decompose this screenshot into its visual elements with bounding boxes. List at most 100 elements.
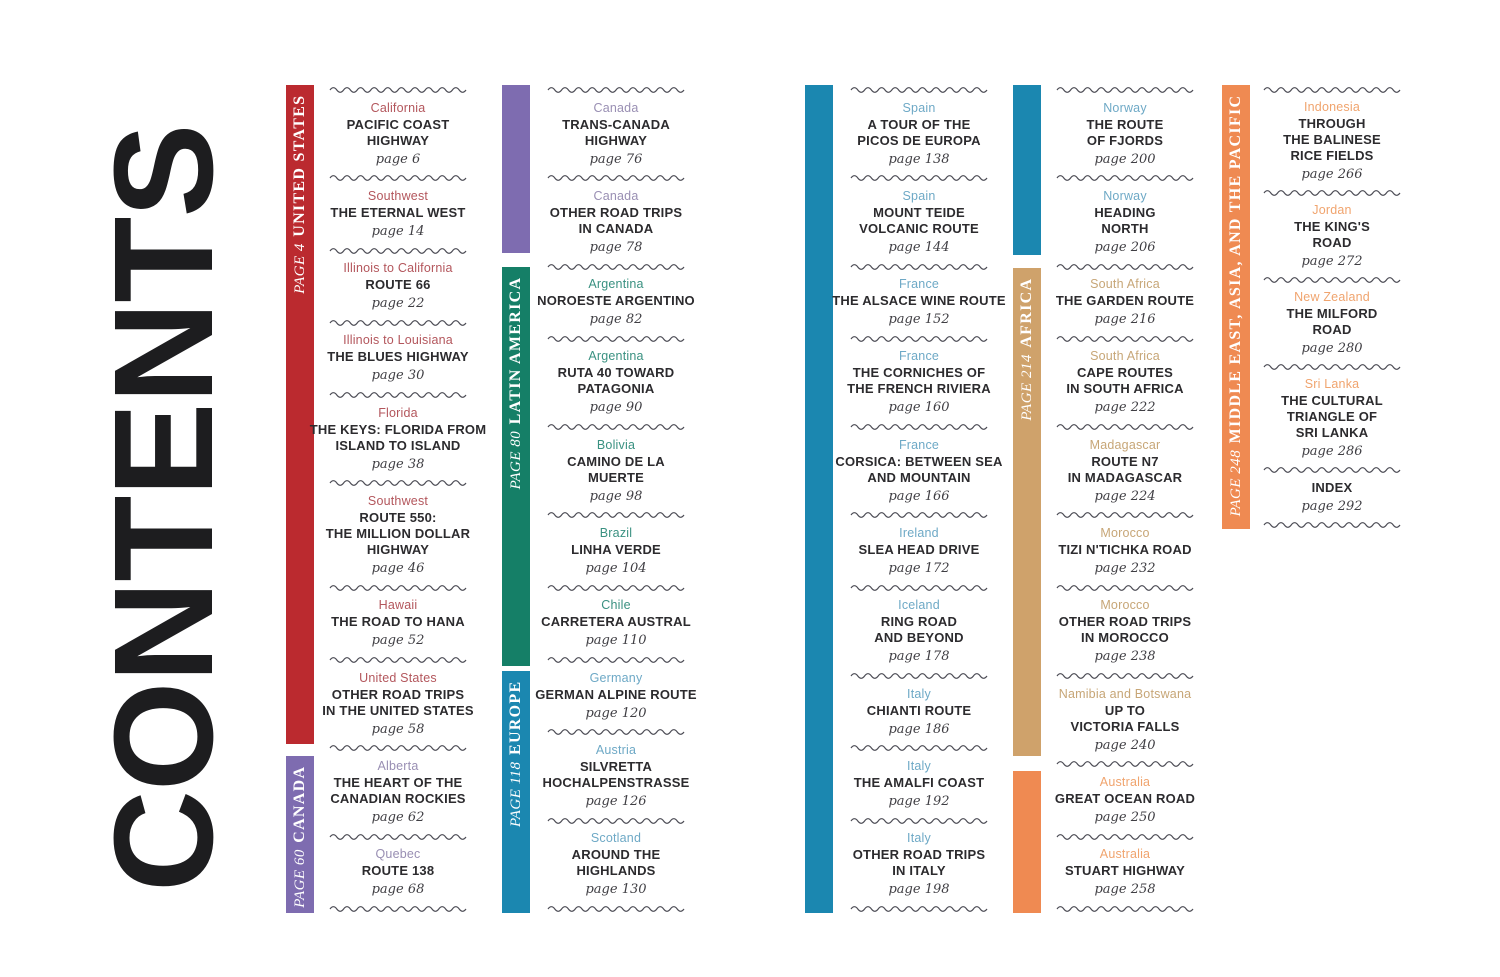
entry-page-number: page 90 <box>589 400 643 416</box>
section-name-label: MIDDLE EAST, ASIA, AND THE PACIFIC <box>1227 95 1244 444</box>
wavy-line-icon <box>1056 673 1194 679</box>
entry-title-line: RING ROAD <box>880 614 958 630</box>
wavy-line-icon <box>329 745 467 752</box>
section-bar: PAGE 60 CANADA <box>286 756 314 913</box>
toc-entry: Spain MOUNT TEIDE VOLCANIC ROUTE page 144 <box>859 188 979 256</box>
entry-page-number: page 258 <box>1094 882 1156 898</box>
entry-location: Morocco <box>1100 598 1150 613</box>
entry-title-line: OTHER ROAD TRIPS <box>549 204 683 220</box>
entry-location: Spain <box>902 188 936 203</box>
section-bar: PAGE 214 AFRICA <box>1013 268 1041 756</box>
wavy-line-icon <box>850 175 988 182</box>
entry-title-line: ROAD <box>1312 322 1352 337</box>
entry-title: THE KING'S ROAD <box>1294 219 1370 251</box>
entry-location: Florida <box>378 405 418 420</box>
section-name-label: EUROPE <box>507 681 524 756</box>
entry-location: Italy <box>907 831 931 846</box>
toc-entry: Italy CHIANTI ROUTE page 186 <box>867 686 971 738</box>
entry-location: Canada <box>593 100 639 115</box>
entry-title-line: CANADIAN ROCKIES <box>330 790 466 806</box>
wavy-line-icon <box>547 175 685 182</box>
entry-page-number: page 192 <box>888 793 950 809</box>
wavy-line-icon <box>1056 263 1194 270</box>
toc-column: Norway THE ROUTE OF FJORDS page 200 Norway HE… <box>1051 85 1199 913</box>
entry-title-line: THE BLUES HIGHWAY <box>327 349 469 365</box>
entry-location: Namibia and Botswana <box>1058 686 1192 701</box>
entry-title-line: THE ETERNAL WEST <box>330 204 466 220</box>
entry-title: ROUTE 66 <box>343 277 452 293</box>
entry-location: Iceland <box>898 598 940 613</box>
section-name-label: CANADA <box>291 766 308 844</box>
toc-entry: Norway HEADING NORTH page 206 <box>1094 188 1155 256</box>
entry-title: TRANS-CANADA HIGHWAY <box>562 117 670 149</box>
entry-location: Australia <box>1099 847 1151 862</box>
entry-page-number: page 292 <box>1301 499 1363 514</box>
section-name-label: AFRICA <box>1018 278 1035 349</box>
entry-location: Alberta <box>377 758 419 773</box>
entry-location: Germany <box>589 670 643 685</box>
wavy-line-icon <box>547 87 685 93</box>
entry-title-line: HIGHWAY <box>584 132 648 148</box>
wavy-line-icon <box>1056 87 1194 93</box>
wavy-line-icon <box>329 175 467 182</box>
toc-entry: Austria SILVRETTA HOCHALPENSTRASSE page 126 <box>543 742 690 810</box>
wavy-divider <box>843 671 995 680</box>
entry-title-line: TRIANGLE OF <box>1286 409 1378 424</box>
wavy-line-icon <box>1056 335 1194 342</box>
section-bar-label: PAGE 4 UNITED STATES <box>291 95 309 294</box>
toc-entry: France CORSICA: BETWEEN SEA AND MOUNTAIN pa… <box>835 437 1002 505</box>
entry-title-line: GREAT OCEAN ROAD <box>1054 790 1196 806</box>
entry-title-line: ROUTE N7 <box>1091 453 1159 469</box>
entry-title-line: ROUTE 66 <box>365 277 431 293</box>
entry-title-line: TRANS-CANADA <box>562 116 670 132</box>
section-bar-label: PAGE 60 CANADA <box>291 766 309 908</box>
wavy-divider <box>1259 465 1405 474</box>
entry-title-line: THE MILLION DOLLAR <box>325 526 471 542</box>
entry-title: THE CORNICHES OF THE FRENCH RIVIERA <box>847 365 991 397</box>
entry-title-line: NOROESTE ARGENTINO <box>537 293 695 309</box>
toc-entry: United States OTHER ROAD TRIPS IN THE UNIT… <box>322 670 474 738</box>
entry-title-line: THE HEART OF THE <box>333 774 463 790</box>
entry-location: Norway <box>1103 188 1147 203</box>
entry-title-line: THE AMALFI COAST <box>853 774 985 790</box>
wavy-divider <box>1051 583 1199 592</box>
entry-page-number: page 130 <box>585 882 647 898</box>
wavy-line-icon <box>1056 424 1194 431</box>
entry-title-line: IN MADAGASCAR <box>1067 469 1183 485</box>
wavy-line-icon <box>850 87 988 93</box>
entry-title-line: THROUGH <box>1298 116 1366 131</box>
entry-page-number: page 232 <box>1094 561 1156 577</box>
entry-title: GREAT OCEAN ROAD <box>1055 791 1195 807</box>
entry-title: THE ETERNAL WEST <box>330 205 465 221</box>
wavy-divider <box>323 85 473 94</box>
entry-title-line: AROUND THE <box>571 847 661 863</box>
entry-page-number: page 238 <box>1094 649 1156 665</box>
wavy-divider <box>323 904 473 913</box>
entry-location: South Africa <box>1090 349 1160 364</box>
wavy-divider <box>1051 262 1199 271</box>
entry-page-number: page 110 <box>585 633 647 649</box>
toc-entry: Italy THE AMALFI COAST page 192 <box>854 758 985 810</box>
entry-title-line: RUTA 40 TOWARD <box>557 365 675 381</box>
wavy-line-icon <box>329 833 467 840</box>
entry-title-line: MOUNT TEIDE <box>873 204 965 220</box>
toc-entry: Madagascar ROUTE N7 IN MADAGASCAR page 224 <box>1068 437 1183 505</box>
wavy-line-icon <box>329 247 467 254</box>
page-title: CONTENTS <box>84 86 242 893</box>
wavy-divider <box>1259 520 1405 529</box>
entry-page-number: page 62 <box>371 809 425 825</box>
entry-location: Illinois to Louisiana <box>343 333 453 348</box>
entry-page-number: page 14 <box>371 223 425 239</box>
wavy-divider <box>323 173 473 182</box>
wavy-divider <box>323 583 473 592</box>
entry-title-line: IN CANADA <box>578 220 654 236</box>
entry-page-number: page 272 <box>1301 254 1363 269</box>
wavy-divider <box>843 334 995 343</box>
entry-location: Austria <box>595 742 637 757</box>
entry-title-line: CAPE ROUTES <box>1076 365 1174 381</box>
wavy-divider <box>323 318 473 327</box>
entry-page-number: page 186 <box>888 721 950 737</box>
entry-title: THE MILFORD ROAD <box>1286 306 1377 338</box>
toc-entry: Germany GERMAN ALPINE ROUTE page 120 <box>535 670 697 722</box>
entry-page-number: page 138 <box>888 151 950 167</box>
